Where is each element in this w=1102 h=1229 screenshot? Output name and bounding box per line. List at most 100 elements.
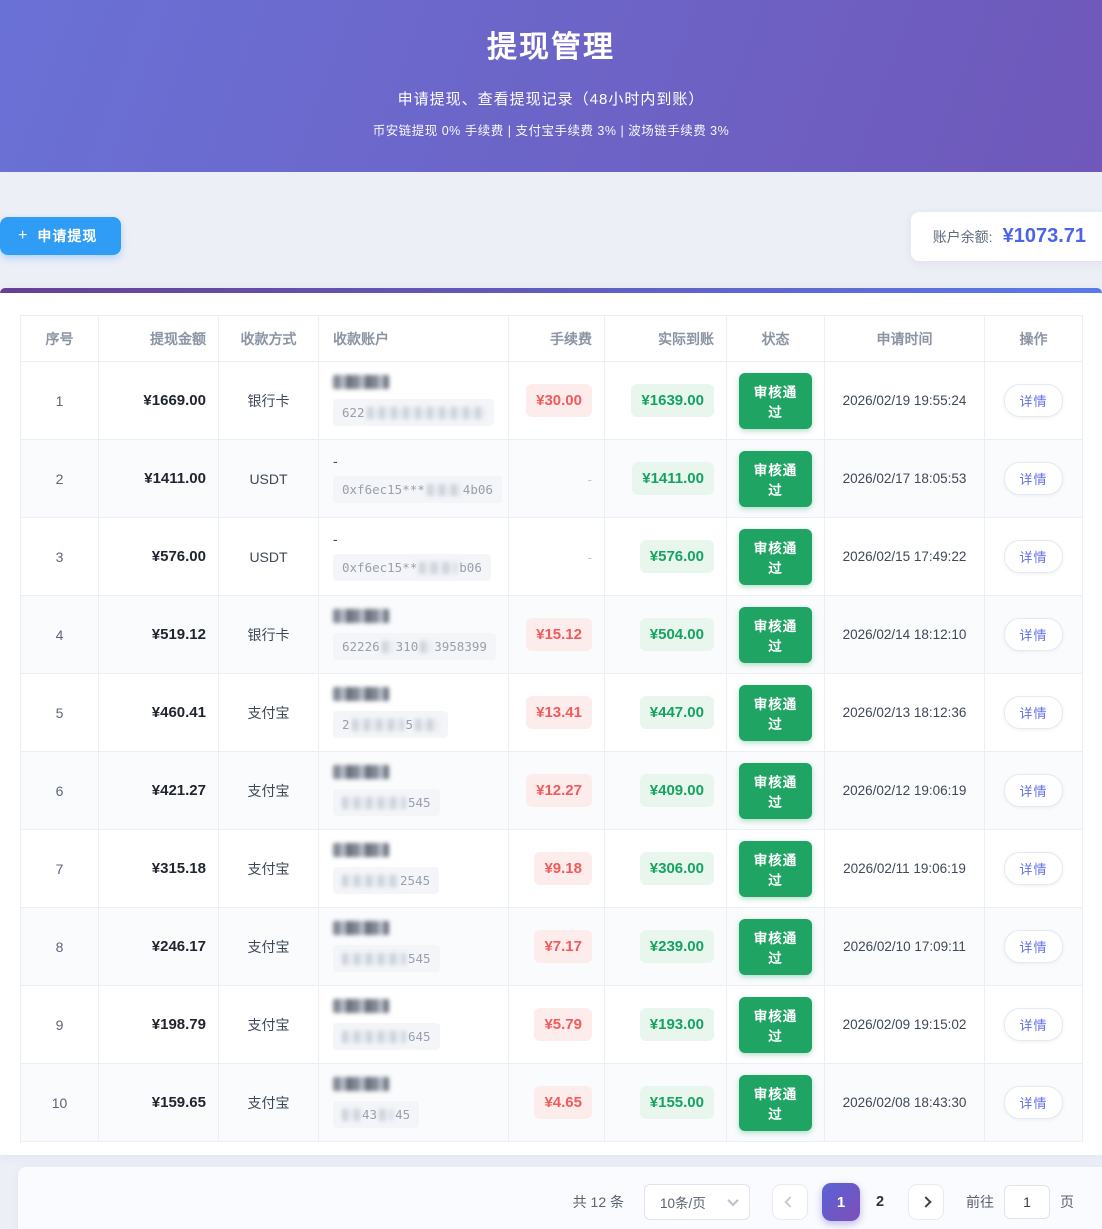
account-number: 645 — [333, 1023, 440, 1050]
action-cell: 详情 — [984, 985, 1083, 1064]
masked-digits — [426, 483, 461, 496]
arrival-cell: ¥576.00 — [604, 517, 727, 596]
account-holder-line — [333, 999, 496, 1015]
fee-badge: ¥9.18 — [534, 852, 592, 885]
row-index: 8 — [20, 907, 99, 986]
arrival-cell: ¥1639.00 — [604, 361, 727, 440]
prev-page-button[interactable] — [772, 1184, 808, 1220]
fee-cell: ¥15.12 — [508, 595, 605, 674]
payout-method: 支付宝 — [218, 673, 319, 752]
masked-holder-name — [333, 375, 389, 389]
detail-button[interactable]: 详情 — [1004, 384, 1063, 417]
payout-method: 支付宝 — [218, 829, 319, 908]
action-cell: 详情 — [984, 907, 1083, 986]
arrival-badge: ¥504.00 — [639, 618, 714, 651]
detail-button[interactable]: 详情 — [1004, 696, 1063, 729]
row-index: 6 — [20, 751, 99, 830]
chevron-right-icon — [920, 1196, 932, 1208]
column-header: 申请时间 — [824, 315, 985, 362]
status-cell: 审核通过 — [726, 907, 825, 986]
account-number-text: b06 — [459, 560, 482, 575]
action-cell: 详情 — [984, 751, 1083, 830]
arrival-badge: ¥1411.00 — [632, 462, 714, 495]
payout-account: 2545 — [318, 829, 509, 908]
fee-cell: ¥12.27 — [508, 751, 605, 830]
row-index: 5 — [20, 673, 99, 752]
apply-time: 2026/02/09 19:15:02 — [824, 985, 985, 1064]
page-title: 提现管理 — [487, 31, 615, 64]
table-row: 8 ¥246.17 支付宝 545 ¥7.17 ¥239.00 审核通过 202… — [20, 907, 1083, 986]
next-page-button[interactable] — [908, 1184, 944, 1220]
detail-button[interactable]: 详情 — [1004, 540, 1063, 573]
apply-withdraw-label: 申请提现 — [37, 228, 98, 244]
fee-note: 币安链提现 0% 手续费 | 支付宝手续费 3% | 波场链手续费 3% — [372, 124, 730, 138]
status-badge: 审核通过 — [739, 840, 812, 897]
account-number: 2545 — [333, 867, 440, 894]
page-button-1[interactable]: 1 — [822, 1183, 860, 1221]
arrival-cell: ¥239.00 — [604, 907, 727, 986]
page-button-2[interactable]: 2 — [875, 1194, 885, 1210]
fee-badge: ¥15.12 — [526, 618, 592, 651]
account-holder-line — [333, 921, 496, 937]
status-cell: 审核通过 — [726, 595, 825, 674]
withdraw-amount: ¥460.41 — [98, 673, 219, 752]
table-row: 9 ¥198.79 支付宝 645 ¥5.79 ¥193.00 审核通过 202… — [20, 985, 1083, 1064]
account-number-text: 645 — [408, 1029, 431, 1044]
detail-button[interactable]: 详情 — [1004, 1008, 1063, 1041]
masked-digits — [366, 406, 485, 419]
account-holder-line — [333, 1077, 496, 1093]
row-index: 7 — [20, 829, 99, 908]
fee-cell: ¥30.00 — [508, 361, 605, 440]
status-badge: 审核通过 — [739, 528, 812, 585]
account-number-text: 622 — [342, 405, 365, 420]
withdraw-amount: ¥1669.00 — [98, 361, 219, 440]
account-number: 0xf6ec15** b06 — [333, 554, 491, 581]
apply-withdraw-button[interactable]: + 申请提现 — [0, 217, 122, 255]
column-header: 状态 — [726, 315, 825, 362]
apply-time: 2026/02/08 18:43:30 — [824, 1063, 985, 1142]
detail-button[interactable]: 详情 — [1004, 852, 1063, 885]
fee-badge: ¥4.65 — [534, 1086, 592, 1119]
masked-holder-name — [333, 843, 389, 857]
detail-button[interactable]: 详情 — [1004, 462, 1063, 495]
table-row: 10 ¥159.65 支付宝 43 45 ¥4.65 ¥155.00 审核通过 2… — [20, 1063, 1083, 1142]
detail-button[interactable]: 详情 — [1004, 618, 1063, 651]
withdraw-amount: ¥198.79 — [98, 985, 219, 1064]
account-number-text: 45 — [395, 1107, 411, 1122]
account-number: 0xf6ec15*** 4b06 — [333, 476, 502, 503]
arrival-badge: ¥447.00 — [639, 696, 714, 729]
detail-button[interactable]: 详情 — [1004, 774, 1063, 807]
payout-account: 545 — [318, 907, 509, 986]
payout-account: -0xf6ec15*** 4b06 — [318, 439, 509, 518]
action-cell: 详情 — [984, 439, 1083, 518]
account-number-text: 310 — [395, 639, 419, 654]
apply-time: 2026/02/12 19:06:19 — [824, 751, 985, 830]
account-number-text: 0xf6ec15** — [342, 560, 418, 575]
action-cell: 详情 — [984, 361, 1083, 440]
payout-account: 43 45 — [318, 1063, 509, 1142]
goto-unit-label: 页 — [1060, 1194, 1074, 1210]
status-badge: 审核通过 — [739, 606, 812, 663]
page-size-select[interactable]: 10条/页 — [644, 1184, 750, 1220]
table-row: 3 ¥576.00 USDT -0xf6ec15** b06 - ¥576.00 … — [20, 517, 1083, 596]
balance-card: 账户余额: ¥1073.71 — [910, 212, 1102, 261]
masked-holder-name — [333, 921, 389, 935]
account-number-text: 545 — [408, 951, 431, 966]
table-row: 6 ¥421.27 支付宝 545 ¥12.27 ¥409.00 审核通过 20… — [20, 751, 1083, 830]
status-badge: 审核通过 — [739, 996, 812, 1053]
status-cell: 审核通过 — [726, 439, 825, 518]
arrival-badge: ¥193.00 — [639, 1008, 714, 1041]
goto-page-input[interactable] — [1004, 1185, 1050, 1219]
account-holder-line — [333, 687, 496, 703]
masked-digits — [420, 640, 433, 653]
apply-time: 2026/02/17 18:05:53 — [824, 439, 985, 518]
status-badge: 审核通过 — [739, 1074, 812, 1131]
detail-button[interactable]: 详情 — [1004, 1086, 1063, 1119]
payout-method: 银行卡 — [218, 595, 319, 674]
plus-icon: + — [18, 227, 29, 244]
detail-button[interactable]: 详情 — [1004, 930, 1063, 963]
arrival-cell: ¥409.00 — [604, 751, 727, 830]
withdraw-amount: ¥576.00 — [98, 517, 219, 596]
masked-digits — [351, 718, 404, 731]
account-holder-line: - — [333, 532, 496, 546]
